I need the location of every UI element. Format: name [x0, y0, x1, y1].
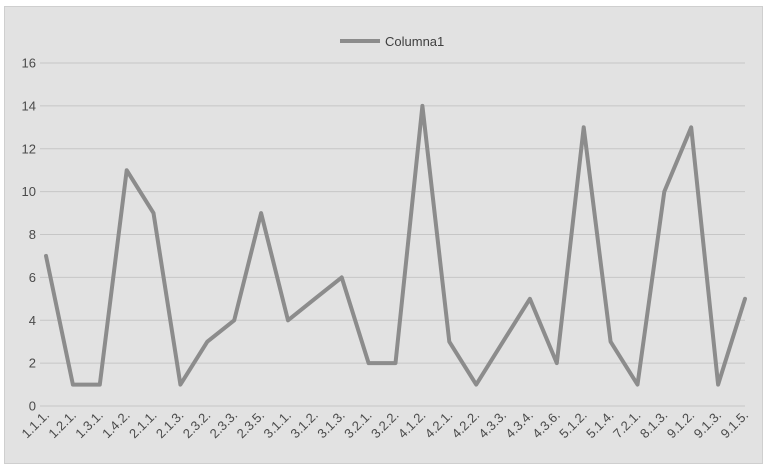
- x-tick-label: 4.3.6.: [529, 408, 563, 442]
- x-tick-label: 4.3.4.: [502, 408, 536, 442]
- data-point: [126, 169, 128, 171]
- y-tick-label: 2: [29, 356, 36, 371]
- x-tick-label: 3.2.2.: [368, 408, 402, 442]
- data-point: [690, 126, 692, 128]
- legend-label: Columna1: [385, 34, 444, 49]
- x-tick-label: 3.1.1.: [260, 408, 294, 442]
- data-point: [341, 276, 343, 278]
- y-tick-label: 10: [22, 184, 36, 199]
- series-layer: [44, 103, 747, 387]
- data-point: [610, 341, 612, 343]
- x-tick-label: 5.1.4.: [583, 408, 617, 442]
- y-tick-label: 0: [29, 399, 36, 414]
- x-tick-label: 4.2.2.: [449, 408, 483, 442]
- x-tick-label: 3.1.3.: [314, 408, 348, 442]
- data-point: [502, 341, 504, 343]
- x-tick-label: 2.1.3.: [153, 408, 187, 442]
- series-line: [44, 103, 747, 387]
- x-tick-label: 9.1.3.: [691, 408, 725, 442]
- x-tick-label: 3.2.1.: [341, 408, 375, 442]
- data-point: [287, 319, 289, 321]
- x-tick-label: 1.4.2.: [99, 408, 133, 442]
- gridlines: [40, 62, 745, 407]
- data-point: [556, 362, 558, 364]
- x-tick-label: 2.3.2.: [180, 408, 214, 442]
- x-tick-label: 4.1.2.: [395, 408, 429, 442]
- data-point: [206, 341, 208, 343]
- data-point: [744, 298, 746, 300]
- data-point: [260, 212, 262, 214]
- x-tick-label: 5.1.2.: [556, 408, 590, 442]
- data-point: [179, 384, 181, 386]
- x-tick-label: 4.2.1.: [422, 408, 456, 442]
- data-point: [395, 362, 396, 364]
- y-tick-label: 16: [22, 56, 36, 71]
- x-tick-label: 1.1.1.: [19, 408, 53, 442]
- x-tick-label: 9.1.2.: [664, 408, 698, 442]
- data-point: [529, 298, 531, 300]
- y-tick-label: 14: [22, 98, 36, 113]
- data-point: [583, 126, 585, 128]
- data-point: [153, 212, 155, 214]
- y-axis-ticks: 0 2 4 6 8 10 12 14 16: [22, 56, 36, 414]
- data-point: [421, 105, 423, 107]
- x-tick-label: 2.3.3.: [207, 408, 241, 442]
- data-point: [368, 362, 370, 364]
- x-tick-label: 2.1.1.: [126, 408, 160, 442]
- data-point: [448, 341, 450, 343]
- x-tick-label: 1.3.1.: [72, 408, 106, 442]
- data-point: [717, 384, 719, 386]
- y-tick-label: 8: [29, 227, 36, 242]
- x-tick-label: 2.3.5.: [234, 408, 268, 442]
- y-tick-label: 12: [22, 141, 36, 156]
- x-tick-label: 9.1.5.: [718, 408, 752, 442]
- x-tick-label: 1.2.1.: [45, 408, 79, 442]
- x-tick-label: 3.1.2.: [287, 408, 321, 442]
- x-tick-label: 7.2.1.: [610, 408, 644, 442]
- data-point: [314, 298, 316, 300]
- data-point: [72, 384, 74, 386]
- y-tick-label: 6: [29, 270, 36, 285]
- data-point: [233, 319, 235, 321]
- data-point: [636, 384, 638, 386]
- data-point: [663, 191, 665, 193]
- data-point: [99, 384, 101, 386]
- legend: Columna1: [340, 34, 444, 49]
- x-tick-label: 4.3.3.: [476, 408, 510, 442]
- y-tick-label: 4: [29, 313, 36, 328]
- x-axis-ticks: 1.1.1.1.2.1.1.3.1.1.4.2.2.1.1.2.1.3.2.3.…: [19, 408, 752, 442]
- x-tick-label: 8.1.3.: [637, 408, 671, 442]
- data-point: [475, 384, 477, 386]
- data-point: [45, 255, 47, 257]
